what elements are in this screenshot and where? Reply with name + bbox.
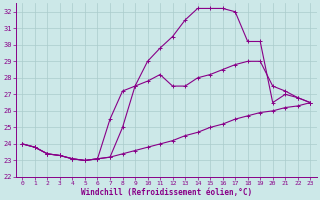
X-axis label: Windchill (Refroidissement éolien,°C): Windchill (Refroidissement éolien,°C) (81, 188, 252, 197)
